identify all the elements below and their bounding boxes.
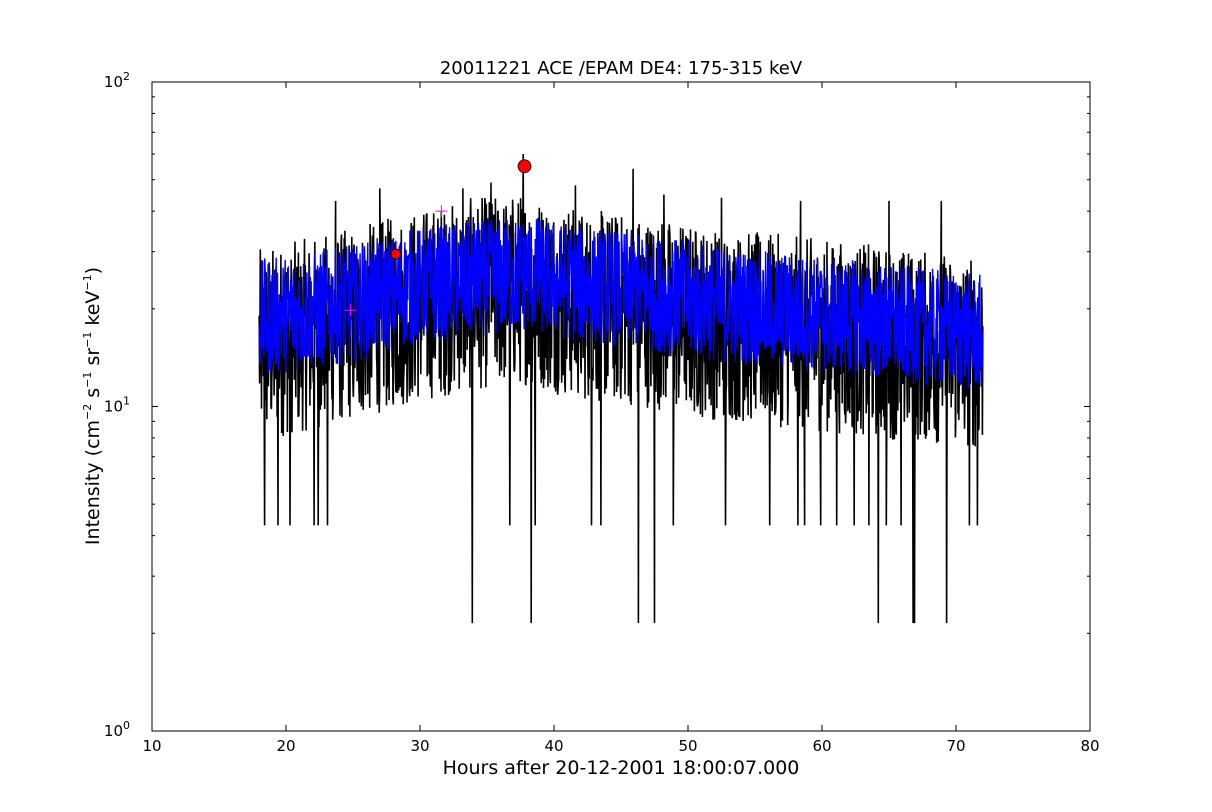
x-tick-label: 50 xyxy=(678,737,697,755)
x-tick-label: 60 xyxy=(812,737,831,755)
series-layer xyxy=(258,153,984,624)
y-tick-label: 102 xyxy=(104,70,130,91)
y-label-mid-1: s xyxy=(82,388,104,404)
x-axis-label: Hours after 20-12-2001 18:00:07.000 xyxy=(443,757,800,779)
y-label-mid-2: sr xyxy=(82,348,104,372)
series-line-smoothed xyxy=(258,219,984,388)
y-tick-label: 100 xyxy=(104,719,130,740)
y-label-exp-1: −2 xyxy=(81,404,94,420)
x-tick-label: 10 xyxy=(142,737,161,755)
x-tick-label: 30 xyxy=(410,737,429,755)
x-axis-ticks: 10 20 30 40 50 60 70 80 xyxy=(142,82,1100,755)
x-tick-label: 20 xyxy=(276,737,295,755)
marker-plus-2 xyxy=(344,304,357,317)
y-tick-label: 101 xyxy=(104,395,130,416)
y-axis-ticks: 100 101 102 xyxy=(104,70,1090,740)
y-label-suffix: ) xyxy=(82,267,104,274)
marker-circle-0 xyxy=(517,159,532,174)
marker-layer xyxy=(344,159,532,317)
x-tick-label: 70 xyxy=(946,737,965,755)
y-label-exp-4: −1 xyxy=(81,274,94,290)
y-axis-label: Intensity (cm−2 s−1 sr−1 keV−1) xyxy=(81,267,104,545)
marker-plus-3 xyxy=(435,205,448,218)
x-tick-label: 80 xyxy=(1080,737,1099,755)
y-label-exp-2: −1 xyxy=(81,372,94,388)
chart-title: 20011221 ACE /EPAM DE4: 175-315 keV xyxy=(440,58,803,79)
y-label-exp-3: −1 xyxy=(81,332,94,348)
marker-circle-1 xyxy=(390,248,402,260)
y-label-prefix: Intensity (cm xyxy=(82,420,104,545)
x-tick-label: 40 xyxy=(544,737,563,755)
y-label-mid-3: keV xyxy=(82,291,104,332)
